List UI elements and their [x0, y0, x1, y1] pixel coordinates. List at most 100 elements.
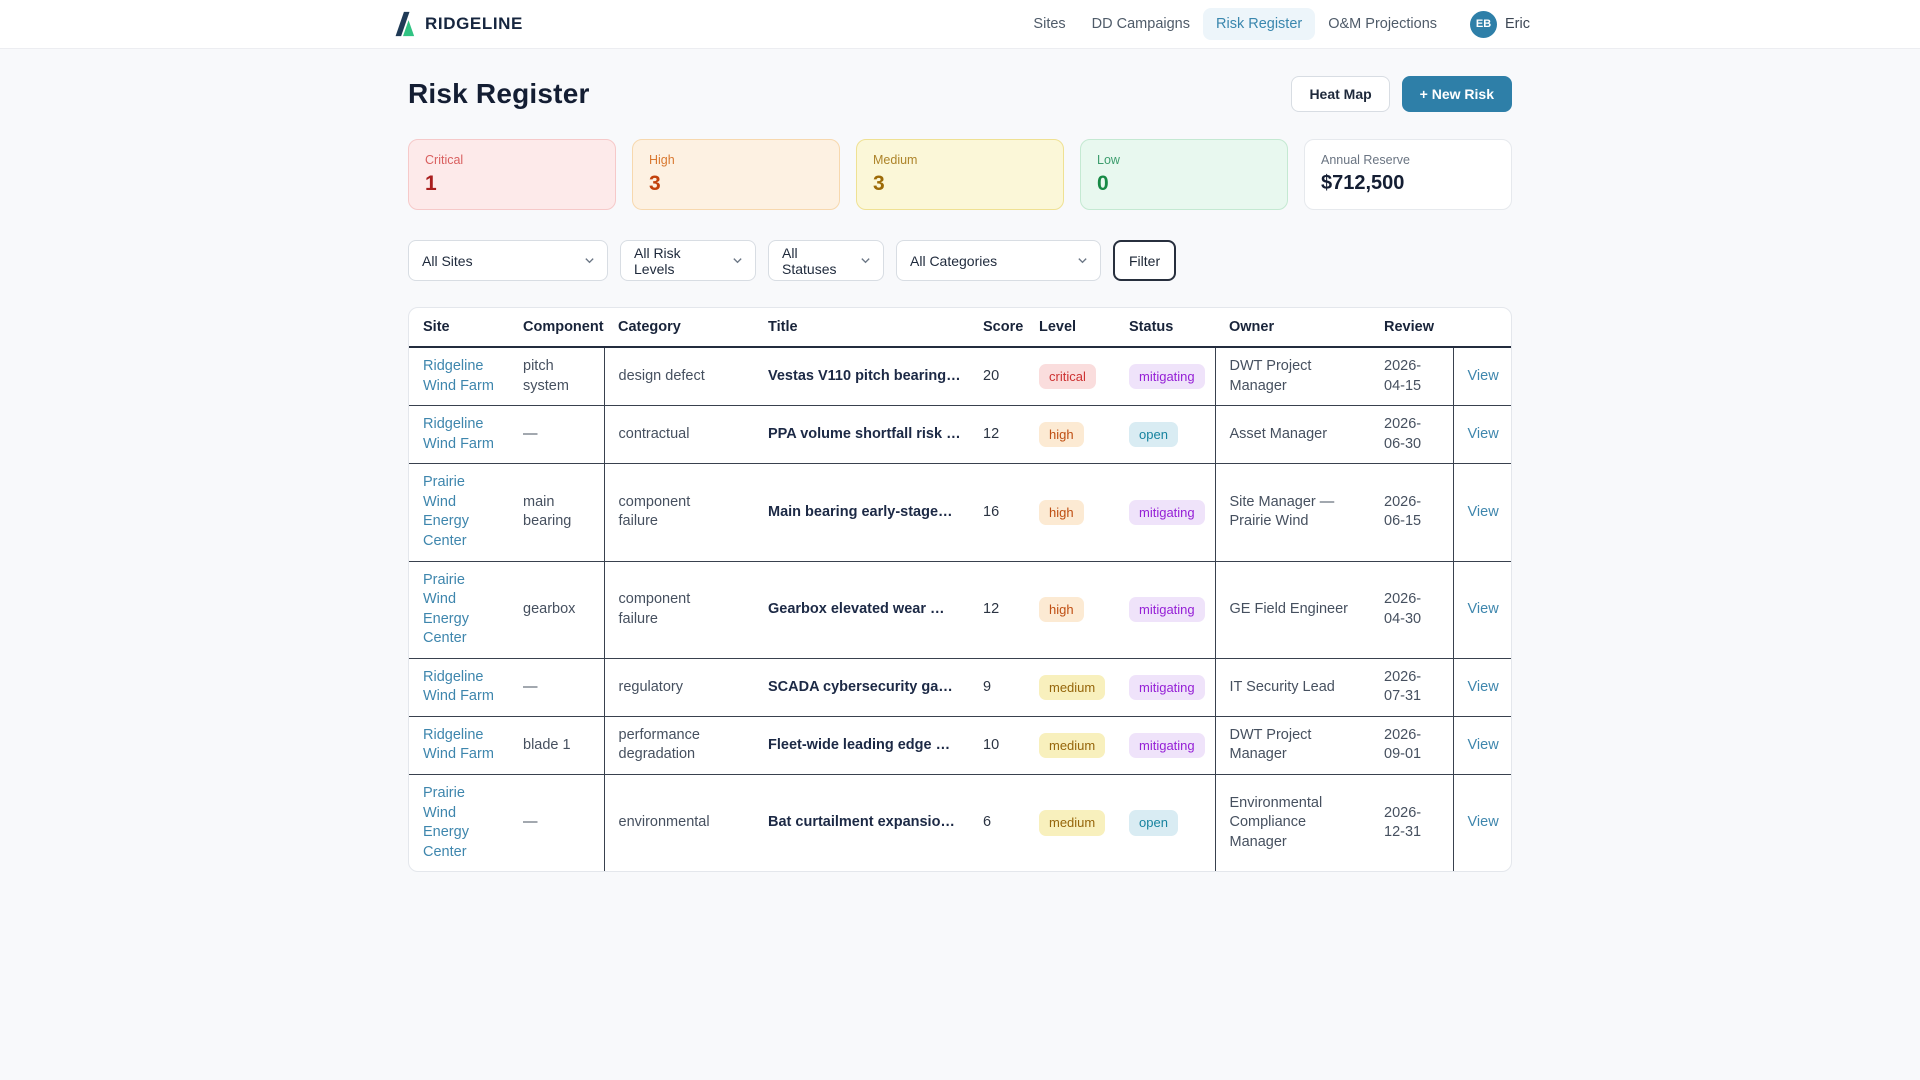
level-badge: medium [1039, 810, 1106, 836]
table-row: Prairie Wind Energy Center gearbox compo… [409, 561, 1511, 659]
critical-count: 1 [425, 172, 437, 195]
site-filter-select[interactable]: All Sites [408, 240, 608, 281]
low-label: Low [1097, 153, 1120, 167]
level-badge: high [1039, 596, 1084, 623]
site-link[interactable]: Prairie Wind Energy Center [423, 474, 469, 549]
chevron-down-icon [733, 258, 742, 264]
table-row: Prairie Wind Energy Center — environment… [409, 774, 1511, 872]
category-cell: environmental [618, 814, 710, 831]
owner-cell: Asset Manager [1215, 405, 1370, 465]
site-link[interactable]: Prairie Wind Energy Center [423, 571, 469, 647]
low-card: Low 0 [1080, 139, 1288, 210]
level-badge: medium [1039, 732, 1106, 759]
site-link[interactable]: Ridgeline Wind Farm [423, 668, 494, 705]
review-cell: 2026-04-15 [1370, 347, 1454, 407]
nav-item-dd-campaigns[interactable]: DD Campaigns [1091, 16, 1190, 32]
status-badge: mitigating [1129, 732, 1205, 759]
status-badge: open [1129, 810, 1178, 836]
category-filter-select[interactable]: All Categories [896, 240, 1101, 281]
risk-level-filter-select[interactable]: All Risk Levels [620, 240, 756, 281]
component-cell: — [523, 678, 538, 695]
site-link[interactable]: Ridgeline Wind Farm [423, 726, 494, 763]
score-cell: 6 [983, 814, 992, 831]
header-score: Score [969, 308, 1025, 348]
owner-cell: DWT Project Manager [1215, 347, 1370, 407]
filter-bar: All Sites All Risk Levels All Statuses A… [408, 240, 1512, 281]
view-link[interactable]: View [1467, 367, 1499, 384]
level-badge: high [1039, 421, 1084, 448]
title-cell: PPA volume shortfall risk … [754, 405, 969, 465]
table-row: Prairie Wind Energy Center main bearing … [409, 463, 1511, 562]
category-cell: regulatory [618, 678, 683, 695]
heat-map-button[interactable]: Heat Map [1291, 76, 1390, 112]
table-row: Ridgeline Wind Farm — contractual PPA vo… [409, 405, 1511, 465]
review-cell: 2026-06-15 [1370, 463, 1454, 562]
category-cell: design defect [618, 367, 705, 384]
owner-cell: Site Manager — Prairie Wind [1215, 463, 1370, 562]
chevron-down-icon [861, 258, 870, 264]
status-badge: mitigating [1129, 499, 1205, 526]
table-row: Ridgeline Wind Farm pitch system design … [409, 347, 1511, 407]
status-badge: open [1129, 421, 1178, 448]
chevron-down-icon [585, 258, 594, 264]
low-count: 0 [1097, 172, 1109, 195]
filter-button[interactable]: Filter [1113, 240, 1177, 281]
category-cell: component failure [618, 493, 691, 530]
table-header-row: Site Component Category Title Score Leve… [409, 308, 1511, 348]
header-site: Site [409, 308, 509, 348]
owner-cell: DWT Project Manager [1215, 716, 1370, 776]
view-link[interactable]: View [1467, 736, 1499, 753]
new-risk-button[interactable]: + New Risk [1401, 76, 1512, 112]
high-card: High 3 [632, 139, 840, 210]
nav-item-sites[interactable]: Sites [1033, 16, 1066, 32]
header-category: Category [604, 308, 754, 348]
site-link[interactable]: Prairie Wind Energy Center [423, 785, 469, 860]
annual-reserve-value: $712,500 [1321, 172, 1405, 194]
user-name: Eric [1505, 16, 1530, 32]
score-cell: 20 [969, 347, 1025, 407]
view-link[interactable]: View [1467, 814, 1499, 831]
category-cell: performance degradation [618, 726, 700, 763]
title-cell: Main bearing early-stage… [754, 463, 969, 562]
title-cell: SCADA cybersecurity ga… [754, 658, 969, 717]
status-filter-value: All Statuses [782, 244, 837, 277]
component-cell: pitch system [523, 358, 569, 394]
view-link[interactable]: View [1467, 425, 1499, 442]
title-cell: Vestas V110 pitch bearing… [754, 347, 969, 407]
critical-label: Critical [425, 153, 464, 167]
nav-item-risk-register[interactable]: Risk Register [1203, 8, 1316, 40]
summary-cards: Critical 1 High 3 Medium 3 Low 0 Annual … [408, 139, 1512, 210]
ridgeline-logo-icon [395, 11, 415, 37]
title-cell: Gearbox elevated wear … [754, 561, 969, 659]
site-link[interactable]: Ridgeline Wind Farm [423, 416, 494, 452]
owner-cell: IT Security Lead [1215, 658, 1370, 717]
risk-level-filter-value: All Risk Levels [634, 244, 681, 277]
title-cell: Fleet-wide leading edge … [754, 716, 969, 776]
level-badge: medium [1039, 674, 1106, 701]
status-filter-select[interactable]: All Statuses [768, 240, 884, 281]
view-link[interactable]: View [1467, 503, 1499, 520]
page-title: Risk Register [408, 78, 590, 109]
high-label: High [649, 153, 675, 167]
score-cell: 9 [969, 658, 1025, 717]
category-cell: contractual [618, 425, 690, 442]
status-badge: mitigating [1129, 674, 1205, 701]
review-cell: 2026-09-01 [1370, 716, 1454, 776]
annual-reserve-card: Annual Reserve $712,500 [1304, 139, 1512, 210]
header-owner: Owner [1215, 308, 1370, 348]
review-cell: 2026-06-30 [1370, 405, 1454, 465]
component-cell: main bearing [523, 493, 572, 530]
component-cell: — [523, 425, 538, 442]
site-link[interactable]: Ridgeline Wind Farm [423, 358, 494, 394]
brand-logo[interactable]: RIDGELINE [390, 11, 523, 37]
table-row: Ridgeline Wind Farm — regulatory SCADA c… [409, 658, 1511, 717]
owner-cell: GE Field Engineer [1215, 561, 1370, 659]
view-link[interactable]: View [1467, 600, 1499, 617]
category-filter-value: All Categories [910, 252, 998, 269]
user-menu[interactable]: EB Eric [1470, 10, 1530, 38]
medium-count: 3 [873, 172, 885, 195]
title-cell: Bat curtailment expansio… [768, 814, 955, 831]
nav-item-om-projections[interactable]: O&M Projections [1328, 16, 1438, 32]
view-link[interactable]: View [1467, 678, 1499, 695]
level-badge: critical [1039, 363, 1096, 390]
